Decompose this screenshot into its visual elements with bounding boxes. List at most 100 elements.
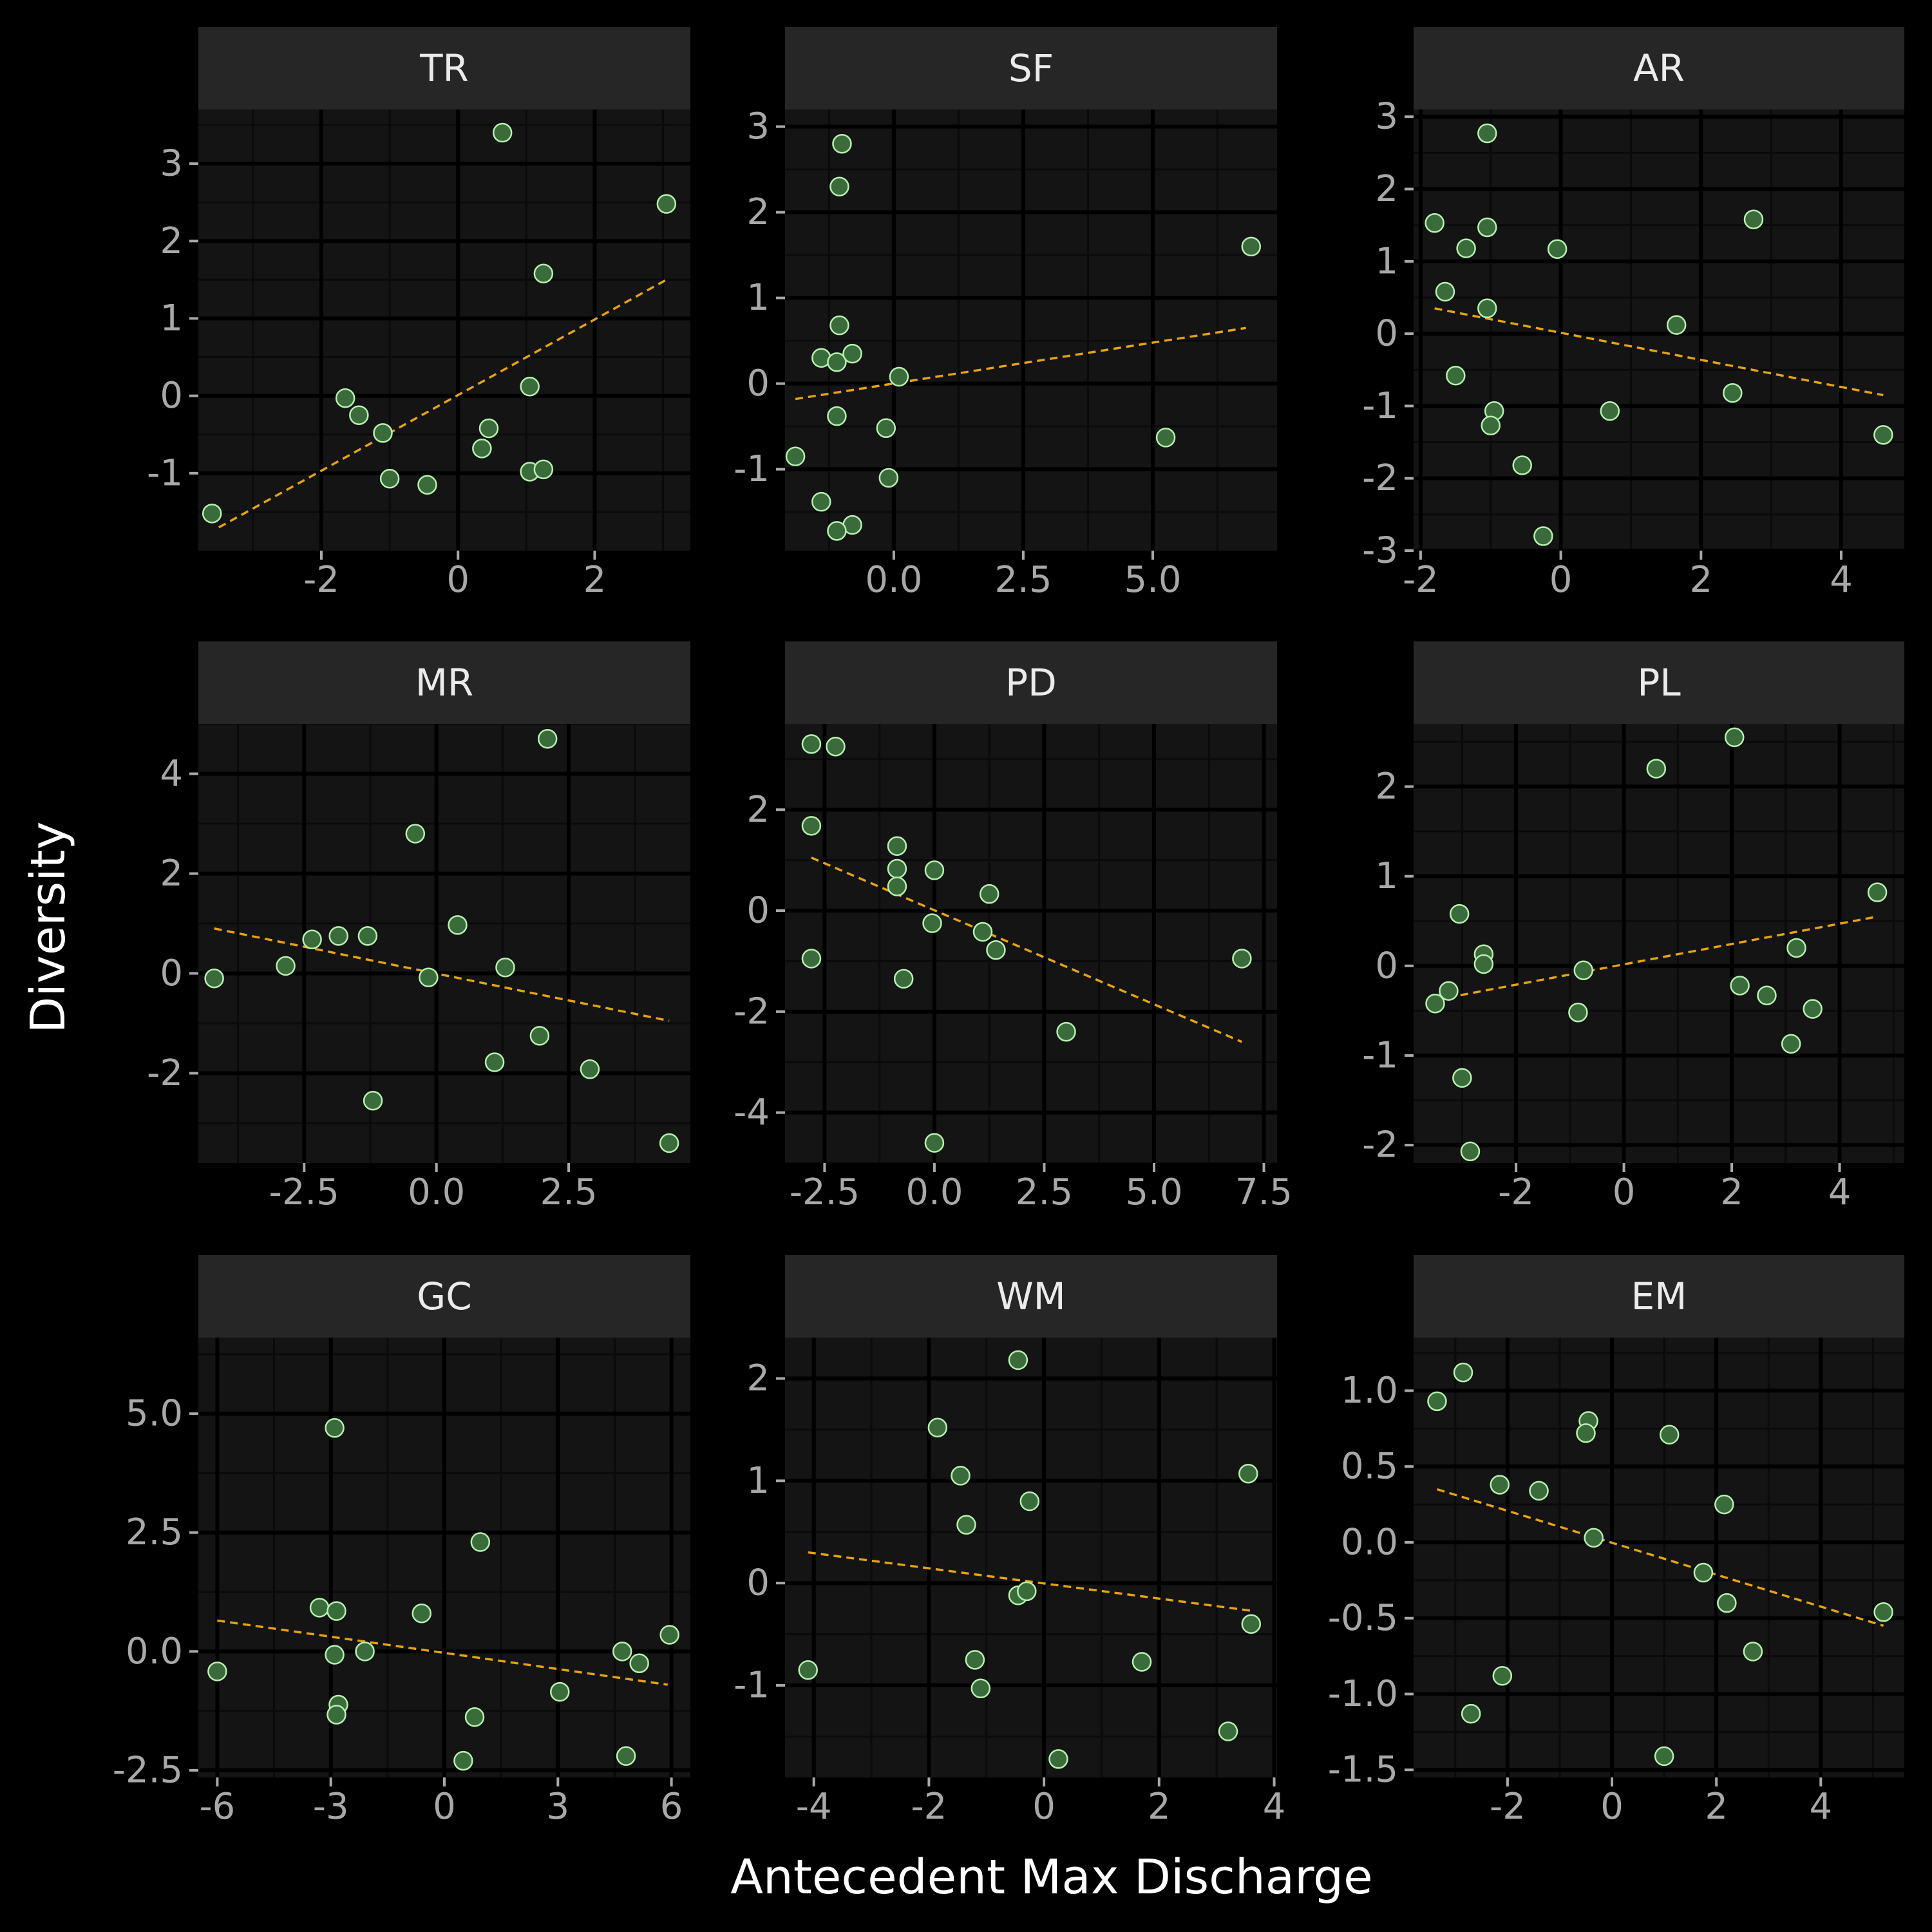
data-point bbox=[1446, 365, 1466, 386]
data-point bbox=[1477, 217, 1497, 238]
y-tick-label: 0 bbox=[1375, 945, 1398, 987]
x-tick-label: 0 bbox=[446, 559, 469, 601]
data-point bbox=[1435, 281, 1455, 302]
panel-background bbox=[198, 724, 690, 1163]
panel-content bbox=[785, 109, 1277, 551]
data-point bbox=[492, 122, 513, 143]
x-tick-label: 2 bbox=[1148, 1786, 1171, 1828]
data-point bbox=[887, 858, 907, 879]
data-point bbox=[355, 1642, 375, 1662]
data-point bbox=[979, 884, 999, 904]
data-point bbox=[1666, 315, 1687, 335]
y-tick-label: -2 bbox=[1362, 457, 1398, 499]
panel-background bbox=[1414, 724, 1904, 1163]
x-tick-label: 0 bbox=[1613, 1171, 1636, 1213]
y-tick-label: 0.0 bbox=[1341, 1521, 1398, 1563]
data-point bbox=[956, 1515, 976, 1535]
data-point bbox=[1238, 1464, 1258, 1484]
y-tick-label: 2 bbox=[160, 220, 183, 262]
panel-background bbox=[198, 109, 690, 551]
data-point bbox=[335, 388, 355, 408]
data-point bbox=[204, 969, 224, 989]
data-point bbox=[965, 1650, 985, 1670]
facet-strip-label: PL bbox=[1637, 661, 1680, 705]
y-tick-label: 1.0 bbox=[1341, 1370, 1398, 1412]
facet-strip bbox=[198, 1255, 690, 1338]
facet-tr: TR -2 0 2 -1 0 1 2 3 bbox=[147, 27, 690, 601]
data-point bbox=[1867, 882, 1888, 902]
data-point bbox=[1576, 1423, 1596, 1443]
x-tick-label: 0 bbox=[1600, 1786, 1624, 1828]
data-point bbox=[1757, 985, 1777, 1005]
x-tick-label: 2 bbox=[1720, 1171, 1743, 1213]
data-point bbox=[801, 816, 822, 836]
data-point bbox=[448, 915, 468, 935]
y-tick-label: -1.0 bbox=[1328, 1673, 1398, 1715]
data-point bbox=[1693, 1562, 1714, 1583]
data-point bbox=[379, 468, 400, 489]
data-point bbox=[801, 734, 822, 754]
data-point bbox=[1786, 938, 1806, 958]
facet-strip bbox=[1414, 1255, 1904, 1338]
data-point bbox=[876, 418, 896, 439]
facet-wm: WM -4 -2 0 2 4 -1 0 1 2 bbox=[734, 1255, 1285, 1828]
data-point bbox=[1232, 949, 1252, 969]
data-point bbox=[887, 836, 907, 856]
panel-content bbox=[198, 1338, 690, 1777]
x-tick-label: 0.0 bbox=[865, 559, 922, 601]
facet-strip-label: AR bbox=[1633, 46, 1685, 90]
x-tick-label: -2 bbox=[1490, 1786, 1526, 1828]
data-point bbox=[357, 926, 378, 946]
x-tick-label: -6 bbox=[199, 1786, 235, 1828]
y-tick-label: -1.5 bbox=[1328, 1749, 1398, 1791]
data-point bbox=[972, 922, 993, 942]
trend-line bbox=[1436, 1488, 1884, 1627]
x-tick-label: -2 bbox=[1498, 1171, 1534, 1213]
x-tick-label: -4 bbox=[796, 1786, 832, 1828]
y-tick-label: 1 bbox=[1375, 240, 1398, 282]
data-point bbox=[924, 860, 945, 880]
data-point bbox=[1803, 999, 1823, 1019]
x-tick-label: 2 bbox=[583, 559, 607, 601]
data-point bbox=[373, 423, 393, 443]
y-tick-label: 0.5 bbox=[1341, 1446, 1398, 1488]
facet-strip bbox=[1414, 27, 1904, 109]
data-point bbox=[1512, 455, 1532, 475]
trend-line bbox=[214, 927, 670, 1022]
data-point bbox=[1218, 1721, 1238, 1741]
data-point bbox=[363, 1090, 383, 1111]
y-tick-label: 1 bbox=[746, 1460, 770, 1502]
facet-strip-label: TR bbox=[419, 46, 469, 90]
data-point bbox=[1492, 1665, 1513, 1686]
data-point bbox=[1453, 1362, 1473, 1383]
facet-strip-label: MR bbox=[415, 661, 473, 705]
data-point bbox=[798, 1660, 818, 1680]
data-point bbox=[1781, 1034, 1801, 1054]
trend-line bbox=[1435, 915, 1878, 1001]
panel-background bbox=[785, 1338, 1277, 1777]
facet-strip bbox=[1414, 641, 1904, 724]
data-point bbox=[1717, 1593, 1737, 1613]
y-tick-label: -2.5 bbox=[113, 1749, 183, 1791]
data-point bbox=[472, 439, 492, 459]
data-point bbox=[549, 1681, 570, 1702]
facet-strip-label: EM bbox=[1631, 1274, 1687, 1318]
data-point bbox=[1568, 1002, 1588, 1023]
data-point bbox=[453, 1750, 473, 1771]
x-tick-label: 4 bbox=[1263, 1786, 1286, 1828]
data-point bbox=[1425, 994, 1445, 1014]
y-tick-label: 5.0 bbox=[126, 1393, 183, 1435]
data-point bbox=[889, 366, 909, 387]
data-point bbox=[533, 263, 554, 284]
y-tick-label: 1 bbox=[160, 298, 183, 339]
data-point bbox=[893, 969, 914, 989]
panel-content bbox=[198, 109, 690, 551]
y-tick-label: 0 bbox=[1375, 313, 1398, 355]
y-tick-label: -1 bbox=[1362, 385, 1398, 427]
data-point bbox=[1723, 383, 1743, 403]
y-tick-label: 1 bbox=[1375, 855, 1398, 897]
data-point bbox=[629, 1653, 649, 1674]
facet-strip-label: WM bbox=[996, 1274, 1065, 1318]
data-point bbox=[1019, 1491, 1040, 1511]
